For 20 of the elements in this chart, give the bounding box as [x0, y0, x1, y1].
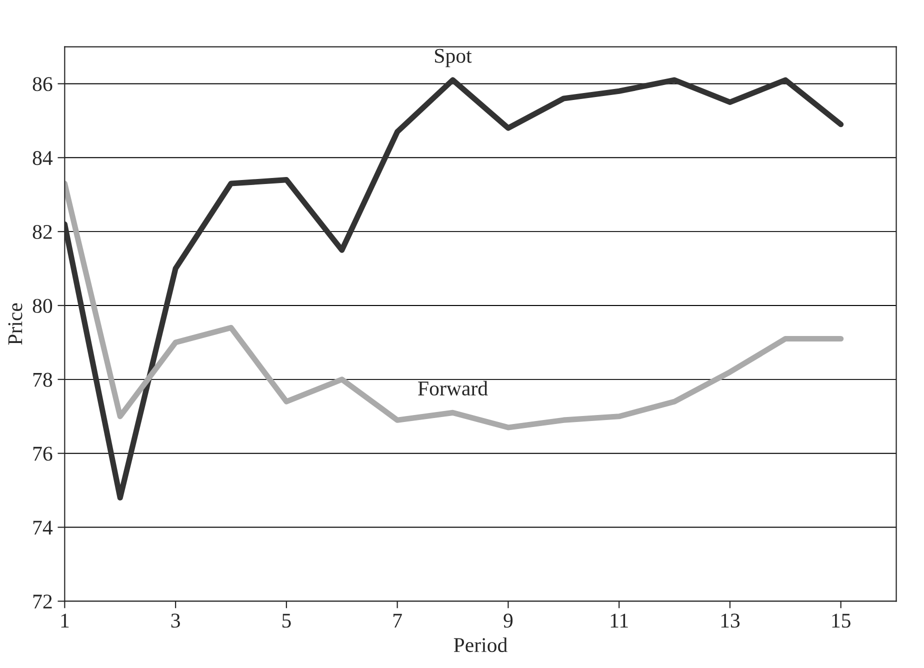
- y-tick-label: 78: [33, 372, 52, 387]
- x-tick-label: 7: [393, 614, 402, 628]
- y-tick-label: 74: [33, 520, 53, 535]
- x-tick-label: 1: [61, 614, 69, 628]
- x-tick-label: 15: [832, 614, 850, 628]
- x-tick-label: 13: [721, 614, 740, 628]
- x-tick-label: 3: [171, 614, 180, 628]
- y-tick-label: 84: [32, 151, 53, 166]
- y-tick-label: 72: [33, 594, 52, 608]
- series-label: Forward: [418, 380, 488, 396]
- x-axis-title: Period: [454, 637, 508, 652]
- y-axis-title: Price: [8, 303, 22, 345]
- y-tick-label: 76: [33, 446, 52, 461]
- y-tick-label: 80: [32, 298, 52, 313]
- series-label: Spot: [435, 48, 472, 68]
- x-tick-label: 11: [610, 614, 628, 628]
- y-tick-label: 86: [32, 77, 52, 92]
- x-tick-label: 5: [282, 614, 291, 628]
- x-tick-label: 9: [504, 614, 513, 628]
- y-tick-label: 82: [32, 224, 52, 240]
